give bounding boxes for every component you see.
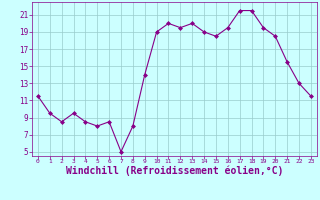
X-axis label: Windchill (Refroidissement éolien,°C): Windchill (Refroidissement éolien,°C) [66,166,283,176]
